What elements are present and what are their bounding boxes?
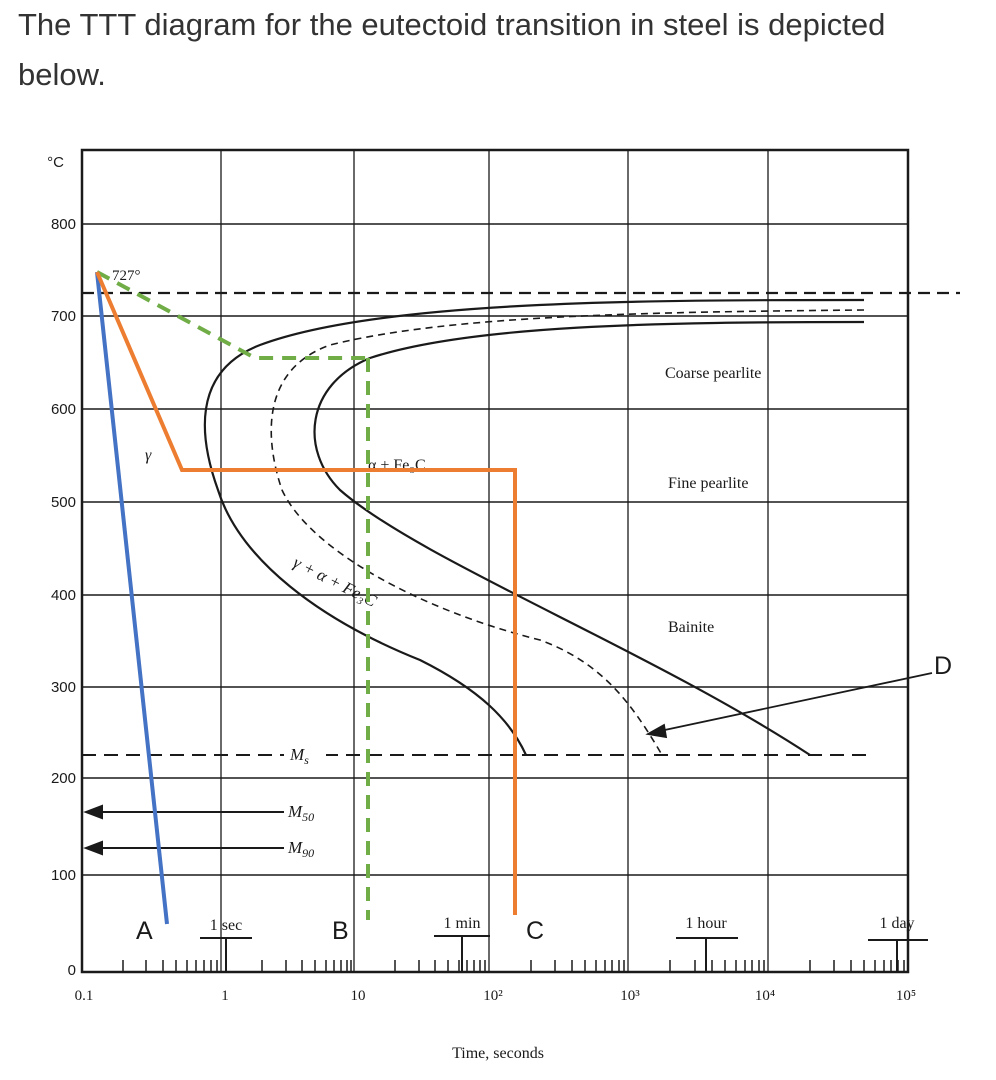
- finish-curve: [313, 320, 865, 756]
- y-axis-labels: °C 800 700 600 500 400 300 200 100 0: [47, 154, 76, 979]
- x-tick-100: 10²: [483, 988, 503, 1004]
- question-line-2: below.: [18, 57, 106, 92]
- marker-1-day: 1 day: [879, 915, 914, 932]
- d-arrow: [645, 672, 933, 739]
- marker-1-hour: 1 hour: [685, 915, 727, 932]
- fine-pearlite-label: Fine pearlite: [668, 475, 748, 492]
- x-tick-10: 10: [351, 988, 366, 1004]
- vertical-gridlines: [220, 150, 769, 972]
- y-tick-300: 300: [51, 679, 76, 696]
- y-tick-0: 0: [68, 962, 76, 979]
- y-tick-200: 200: [51, 770, 76, 787]
- marker-1-min: 1 min: [444, 915, 481, 932]
- y-tick-100: 100: [51, 867, 76, 884]
- y-tick-800: 800: [51, 216, 76, 233]
- x-tick-1: 1: [221, 988, 229, 1004]
- horizontal-gridlines: [82, 223, 908, 876]
- start-curve: [203, 298, 865, 756]
- x-tick-100000: 10⁵: [896, 988, 916, 1004]
- question-text: The TTT diagram for the eutectoid transi…: [18, 0, 978, 100]
- x-tick-1000: 10³: [620, 988, 640, 1004]
- fifty-percent-curve: [270, 309, 865, 756]
- ms-label: Ms: [289, 745, 309, 767]
- bainite-label: Bainite: [668, 619, 714, 636]
- x-axis-title: Time, seconds: [452, 1045, 544, 1062]
- coarse-pearlite-label: Coarse pearlite: [665, 365, 761, 382]
- plot-frame: [80, 148, 910, 974]
- gamma-alpha-fe3c-label: γ + α + Fe₃C: [290, 553, 380, 611]
- y-tick-700: 700: [51, 308, 76, 325]
- marker-1-sec: 1 sec: [210, 917, 242, 934]
- label-a: A: [136, 917, 153, 945]
- path-labels: A B C D: [136, 652, 952, 945]
- label-d: D: [934, 652, 952, 680]
- gamma-label: γ: [145, 447, 152, 464]
- y-tick-600: 600: [51, 401, 76, 418]
- path-a-blue: [95, 271, 169, 925]
- m50-arrow: [83, 804, 284, 820]
- y-tick-400: 400: [51, 587, 76, 604]
- m50-label: M50: [287, 802, 314, 824]
- x-axis-labels: 0.1 1 10 10² 10³ 10⁴ 10⁵ Time, seconds: [75, 988, 916, 1062]
- label-b: B: [332, 917, 349, 945]
- eutectoid-temp-label: 727°: [112, 268, 141, 284]
- question-line-1: The TTT diagram for the eutectoid transi…: [18, 7, 886, 42]
- m90-label: M90: [287, 838, 314, 860]
- path-c-orange: [95, 271, 517, 915]
- ms-label-bg: [284, 738, 326, 764]
- m90-arrow: [83, 840, 284, 856]
- x-tick-0.1: 0.1: [75, 988, 94, 1004]
- y-tick-500: 500: [51, 494, 76, 511]
- x-tick-10000: 10⁴: [755, 988, 775, 1004]
- x-axis-minor-ticks: [122, 960, 905, 972]
- path-b-green-upper: [96, 270, 368, 360]
- y-unit-label: °C: [47, 154, 64, 171]
- time-markers: 1 sec 1 min 1 hour 1 day: [200, 915, 928, 972]
- label-c: C: [526, 917, 544, 945]
